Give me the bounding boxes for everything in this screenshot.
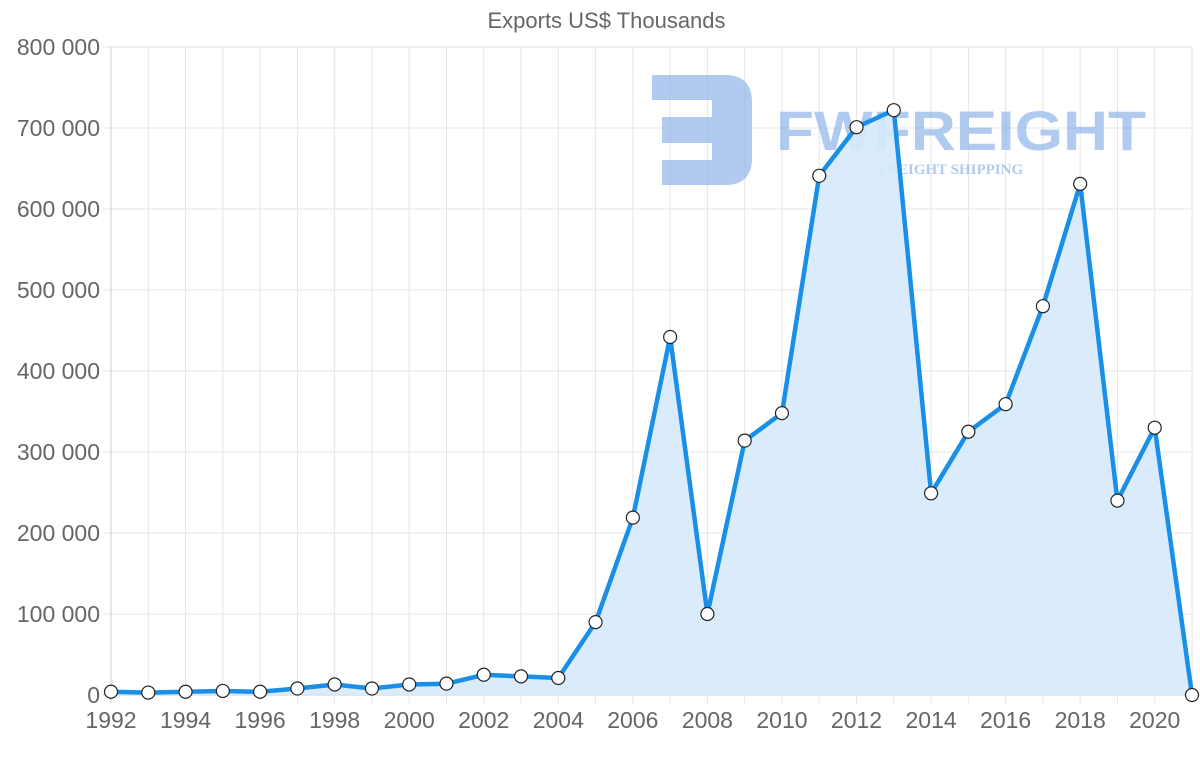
data-point[interactable] [1073, 176, 1088, 191]
x-tick-label: 2006 [607, 707, 658, 733]
data-point[interactable] [103, 684, 119, 699]
data-point[interactable] [327, 677, 342, 692]
x-tick-label: 2018 [1055, 707, 1106, 733]
x-tick-label: 2010 [756, 707, 807, 733]
data-point[interactable] [886, 103, 901, 118]
data-points [103, 103, 1200, 703]
x-axis: 1992 1994 1996 1998 2000 2002 2004 2006 2008 2010… [85, 707, 1180, 733]
data-point[interactable] [700, 606, 715, 622]
watermark-tagline: FREIGHT SHIPPING [878, 162, 1023, 178]
data-point[interactable] [178, 684, 193, 699]
data-point[interactable] [476, 667, 491, 682]
data-point[interactable] [141, 685, 156, 700]
data-point[interactable] [625, 510, 640, 525]
data-point[interactable] [737, 433, 752, 448]
watermark-brand: FWFREIGHT [776, 99, 1146, 162]
x-tick-label: 1996 [235, 707, 286, 733]
data-point[interactable] [663, 329, 678, 345]
data-point[interactable] [215, 683, 230, 699]
fw-logo-icon [652, 75, 752, 185]
data-point[interactable] [1147, 420, 1162, 435]
y-tick-label: 700 000 [17, 115, 100, 141]
y-tick-label: 100 000 [17, 601, 100, 627]
data-point[interactable] [253, 684, 268, 699]
area-fill [111, 110, 1192, 695]
data-point[interactable] [588, 614, 603, 630]
x-tick-label: 2012 [831, 707, 882, 733]
y-tick-label: 300 000 [17, 439, 100, 465]
data-point[interactable] [812, 168, 827, 183]
x-tick-label: 2008 [682, 707, 733, 733]
x-tick-label: 2002 [458, 707, 509, 733]
y-tick-label: 200 000 [17, 520, 100, 546]
chart-title: Exports US$ Thousands [487, 8, 726, 33]
data-point[interactable] [551, 670, 566, 686]
x-tick-label: 2020 [1129, 707, 1180, 733]
data-point[interactable] [402, 677, 417, 692]
y-tick-label: 800 000 [17, 34, 100, 60]
x-tick-label: 2016 [980, 707, 1031, 733]
data-point[interactable] [513, 669, 529, 684]
y-tick-label: 600 000 [17, 196, 100, 222]
y-tick-label: 500 000 [17, 277, 100, 303]
x-tick-label: 1994 [160, 707, 211, 733]
data-point[interactable] [849, 120, 864, 135]
watermark-logo: FWFREIGHT FREIGHT SHIPPING [652, 75, 1146, 185]
data-point[interactable] [1110, 493, 1125, 508]
data-point[interactable] [1184, 687, 1200, 703]
x-tick-label: 2000 [384, 707, 435, 733]
x-tick-label: 1992 [85, 707, 136, 733]
y-tick-label: 0 [87, 682, 100, 708]
data-point[interactable] [1035, 299, 1050, 314]
data-point[interactable] [998, 397, 1013, 412]
y-axis: 0 100 000 200 000 300 000 400 000 500 000 600 … [17, 34, 100, 708]
data-point[interactable] [290, 681, 305, 696]
data-point[interactable] [923, 486, 939, 501]
series-area [110, 107, 1195, 696]
data-point[interactable] [774, 406, 790, 421]
data-point[interactable] [961, 424, 976, 439]
x-tick-label: 2004 [533, 707, 584, 733]
data-point[interactable] [439, 676, 454, 691]
data-point[interactable] [364, 681, 380, 696]
y-tick-label: 400 000 [17, 358, 100, 384]
x-tick-label: 1998 [309, 707, 360, 733]
x-tick-label: 2014 [905, 707, 956, 733]
